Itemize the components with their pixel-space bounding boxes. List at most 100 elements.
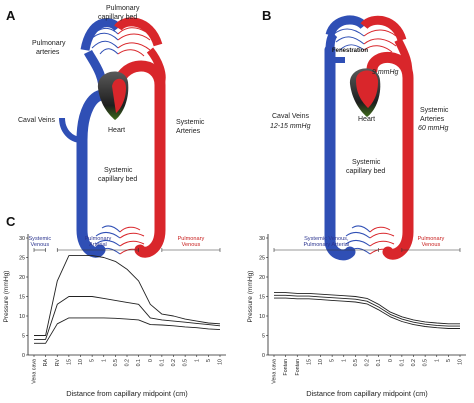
- label-systemic-arteries-b-1: Systemic: [420, 107, 449, 114]
- x-tick-label: 1: [434, 359, 440, 362]
- x-tick-label: 0.2: [171, 359, 177, 366]
- label-systemic-capillary-bed-b-1: Systemic: [352, 159, 381, 166]
- x-tick-label: 5: [90, 359, 96, 362]
- y-axis-label: Pressure (mmHg): [247, 270, 254, 322]
- segment-label: Venous: [30, 242, 49, 248]
- x-tick-label: 1: [194, 359, 200, 362]
- y-tick-label: 0: [262, 353, 265, 359]
- x-tick-label: RV: [55, 359, 61, 367]
- panel-a-letter: A: [6, 8, 16, 23]
- x-tick-label: RA: [43, 359, 49, 367]
- x-tick-label: Fontan: [295, 359, 301, 376]
- y-tick-label: 25: [259, 256, 265, 262]
- y-tick-label: 5: [262, 334, 265, 340]
- systemic-capillary-bed: [95, 225, 145, 255]
- y-tick-label: 20: [259, 275, 265, 281]
- x-tick-label: 0: [388, 359, 394, 362]
- x-tick-label: 1: [101, 359, 107, 362]
- label-systemic-capillary-bed-2: capillary bed: [98, 176, 137, 183]
- x-tick-label: 0.2: [411, 359, 417, 366]
- series-line: [34, 255, 221, 336]
- x-tick-label: 0.2: [365, 359, 371, 366]
- series-line: [34, 317, 221, 344]
- x-tick-label: 0.1: [136, 359, 142, 366]
- x-tick-label: 5: [206, 359, 212, 362]
- label-systemic-capillary-bed-b-2: capillary bed: [346, 168, 385, 175]
- y-tick-label: 25: [19, 256, 25, 262]
- segment-label: Pulmonary: [178, 236, 205, 242]
- x-axis-label: Distance from capillary midpoint (cm): [66, 389, 188, 398]
- x-tick-label: Vena cava: [32, 359, 38, 384]
- segment-label: Venous: [182, 242, 201, 248]
- series-line: [274, 292, 460, 325]
- y-axis-label: Pressure (mmHg): [3, 270, 10, 322]
- x-tick-label: 0.5: [353, 359, 359, 366]
- y-tick-label: 10: [259, 314, 265, 320]
- label-heart: Heart: [108, 127, 125, 134]
- systemic-capillary-bed-b: [345, 225, 395, 255]
- segment-label: Systemic Venous,: [304, 236, 349, 242]
- y-tick-label: 30: [259, 236, 265, 242]
- x-tick-label: 0.1: [376, 359, 382, 366]
- x-tick-label: Vena cava: [272, 359, 278, 384]
- label-systemic-arteries-2: Arteries: [176, 128, 201, 135]
- panel-b-letter: B: [262, 8, 271, 23]
- x-tick-label: Fontan: [283, 359, 289, 376]
- series-line: [274, 297, 460, 329]
- label-systemic-arteries-1: Systemic: [176, 119, 205, 126]
- label-caval-veins-pressure: 12-15 mmHg: [270, 123, 311, 130]
- y-tick-label: 15: [259, 295, 265, 301]
- x-axis-label: Distance from capillary midpoint (cm): [306, 389, 428, 398]
- label-fenestration: Fenestration: [332, 48, 368, 54]
- caval-vein-path: [76, 89, 109, 258]
- segment-label: Pulmonary Arterial: [303, 242, 349, 248]
- x-tick-label: 1: [341, 359, 347, 362]
- segment-label: Pulmonary: [418, 236, 445, 242]
- label-caval-veins-b: Caval Veins: [272, 113, 309, 120]
- x-tick-label: 5: [446, 359, 452, 362]
- x-tick-label: 0.5: [183, 359, 189, 366]
- label-heart-pressure: 9 mmHg: [372, 69, 399, 76]
- x-tick-label: 10: [78, 359, 84, 365]
- y-tick-label: 30: [19, 236, 25, 242]
- caval-vein-path-b: [324, 44, 356, 261]
- label-systemic-arteries-pressure: 60 mmHg: [418, 125, 448, 132]
- label-caval-veins: Caval Veins: [18, 117, 55, 124]
- label-pulmonary-arteries-1: Pulmonary: [32, 40, 66, 47]
- segment-label: Pulmonary: [85, 236, 112, 242]
- pulmonary-capillary-bed: [80, 17, 163, 57]
- x-tick-label: 0.1: [159, 359, 165, 366]
- x-tick-label: 10: [218, 359, 224, 365]
- x-tick-label: 0.5: [113, 359, 119, 366]
- segment-label: Systemic: [28, 236, 51, 242]
- x-tick-label: 0.2: [125, 359, 131, 366]
- y-tick-label: 10: [19, 314, 25, 320]
- x-tick-label: 15: [306, 359, 312, 365]
- pulmonary-capillary-bed-b: [325, 15, 407, 53]
- series-line: [274, 294, 460, 327]
- y-tick-label: 0: [22, 353, 25, 359]
- label-pulmonary-capillary-bed-2: capillary bed: [98, 14, 137, 21]
- x-tick-label: 0: [148, 359, 154, 362]
- segment-label: Arterial: [89, 242, 107, 248]
- panel-c-letter: C: [6, 214, 16, 229]
- label-systemic-capillary-bed-1: Systemic: [104, 167, 133, 174]
- series-line: [34, 296, 221, 340]
- x-tick-label: 15: [66, 359, 72, 365]
- panel-a: A: [6, 5, 205, 258]
- label-systemic-arteries-b-2: Arteries: [420, 116, 445, 123]
- x-tick-label: 0.5: [423, 359, 429, 366]
- label-pulmonary-capillary-bed-1: Pulmonary: [106, 5, 140, 12]
- y-tick-label: 20: [19, 275, 25, 281]
- y-tick-label: 15: [19, 295, 25, 301]
- x-tick-label: 0.1: [399, 359, 405, 366]
- label-pulmonary-arteries-2: arteries: [36, 49, 60, 56]
- x-tick-label: 10: [318, 359, 324, 365]
- segment-label: Venous: [422, 242, 441, 248]
- x-tick-label: 10: [458, 359, 464, 365]
- label-heart-b: Heart: [358, 116, 375, 123]
